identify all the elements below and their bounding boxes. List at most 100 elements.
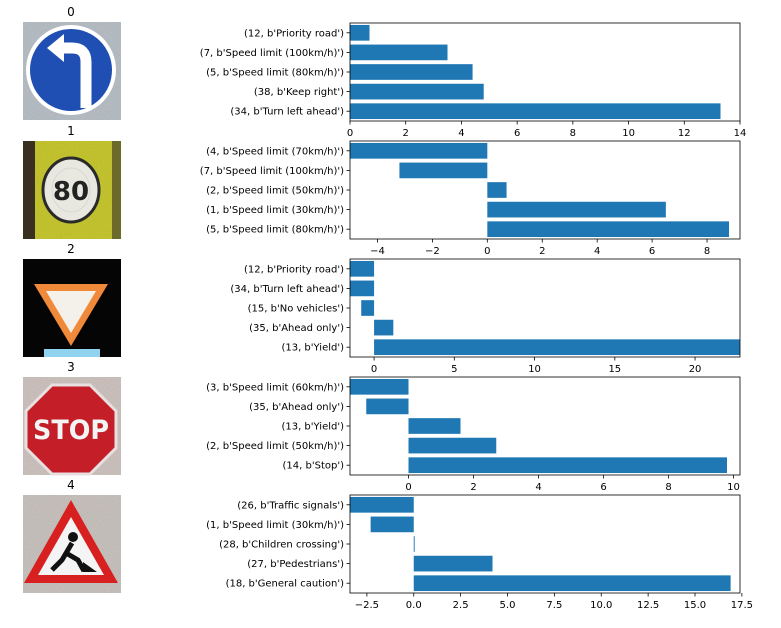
x-tick-label: 20 <box>689 364 702 375</box>
bar <box>374 339 740 356</box>
x-tick-label: 7.5 <box>546 600 562 611</box>
x-tick-label: 6 <box>514 128 520 139</box>
svg-text:STOP: STOP <box>33 415 109 446</box>
y-tick-label: (13, b'Yield') <box>281 422 344 433</box>
bar <box>366 398 409 415</box>
axes-frame <box>349 22 741 122</box>
x-tick-label: 10 <box>727 482 740 493</box>
x-tick-label: 10 <box>528 364 541 375</box>
x-tick-label: −4 <box>370 246 385 257</box>
y-tick-label: (1, b'Speed limit (30km/h)') <box>206 520 344 531</box>
y-tick-label: (14, b'Stop') <box>283 461 345 472</box>
image-title-4: 4 <box>67 478 75 492</box>
y-tick-label: (12, b'Priority road') <box>244 264 344 275</box>
y-tick-label: (27, b'Pedestrians') <box>247 559 344 570</box>
bar <box>370 516 414 533</box>
bar <box>350 280 375 297</box>
bar <box>350 103 721 120</box>
bar <box>487 201 666 218</box>
x-tick-label: 2.5 <box>453 600 469 611</box>
x-tick-label: 4 <box>535 482 541 493</box>
bar <box>399 162 488 179</box>
x-tick-label: 15 <box>608 364 621 375</box>
x-tick-label: 5 <box>451 364 457 375</box>
x-tick-label: 5.0 <box>500 600 516 611</box>
x-tick-label: 12.5 <box>637 600 659 611</box>
road-work-sign-picture <box>23 495 121 593</box>
bar <box>350 83 484 100</box>
bar <box>350 64 473 80</box>
x-tick-label: 0 <box>371 364 377 375</box>
y-tick-label: (15, b'No vehicles') <box>248 304 344 315</box>
bar <box>487 182 507 198</box>
axes-frame <box>349 140 741 240</box>
y-tick-label: (3, b'Speed limit (60km/h)') <box>206 382 344 393</box>
sign-image-3: 3 STOP <box>23 360 121 476</box>
sign-image-4: 4 <box>23 478 121 593</box>
axes-frame <box>349 376 741 476</box>
x-tick-label: 8 <box>665 482 671 493</box>
x-tick-label: 10 <box>622 128 635 139</box>
bar <box>413 555 493 572</box>
x-tick-label: −2.5 <box>355 600 379 611</box>
chart-4: (18, b'General caution') (27, b'Pedestria… <box>206 494 753 611</box>
y-tick-label: (13, b'Yield') <box>281 343 344 354</box>
bar <box>413 575 731 592</box>
bar <box>350 24 370 41</box>
bar <box>350 44 448 61</box>
x-tick-label: 0.0 <box>406 600 422 611</box>
x-tick-label: 0 <box>484 246 490 257</box>
x-tick-label: 17.5 <box>731 600 753 611</box>
svg-text:80: 80 <box>53 177 89 207</box>
y-tick-label: (38, b'Keep right') <box>254 87 344 98</box>
sign-image-1: 1 80 <box>23 124 121 239</box>
bar <box>374 319 394 336</box>
y-tick-label: (28, b'Children crossing') <box>219 540 344 551</box>
y-tick-label: (2, b'Speed limit (50km/h)') <box>206 186 344 197</box>
bar <box>408 437 497 454</box>
x-tick-label: 4 <box>594 246 600 257</box>
y-tick-label: (12, b'Priority road') <box>244 28 344 39</box>
x-tick-label: 14 <box>734 128 747 139</box>
x-tick-label: 10.0 <box>590 600 612 611</box>
x-tick-label: 4 <box>458 128 464 139</box>
sign-image-0: 0 <box>23 5 121 120</box>
stop-sign-picture: STOP <box>23 377 121 476</box>
y-tick-label: (7, b'Speed limit (100km/h)') <box>200 48 344 59</box>
image-title-0: 0 <box>67 5 75 19</box>
x-tick-label: 2 <box>539 246 545 257</box>
y-tick-label: (34, b'Turn left ahead') <box>230 107 344 118</box>
speed-limit-80-sign-picture: 80 <box>23 141 121 239</box>
y-tick-label: (2, b'Speed limit (50km/h)') <box>206 441 344 452</box>
bar <box>408 418 461 434</box>
x-tick-label: 0 <box>347 128 353 139</box>
image-title-1: 1 <box>67 124 75 138</box>
turn-left-sign-picture <box>23 22 121 120</box>
axes-frame <box>349 258 741 358</box>
bar <box>350 142 488 159</box>
x-tick-label: 2 <box>403 128 409 139</box>
y-tick-label: (1, b'Speed limit (30km/h)') <box>206 205 344 216</box>
y-tick-label: (35, b'Ahead only') <box>249 402 344 413</box>
y-tick-label: (34, b'Turn left ahead') <box>230 284 344 295</box>
y-tick-label: (4, b'Speed limit (70km/h)') <box>206 146 344 157</box>
x-tick-label: 6 <box>600 482 606 493</box>
chart-0: (34, b'Turn left ahead') (38, b'Keep righ… <box>200 22 747 139</box>
sign-image-2: 2 <box>23 242 121 357</box>
chart-2: (13, b'Yield') (35, b'Ahead only') (15, b'… <box>230 258 741 375</box>
bar <box>413 536 415 552</box>
y-tick-label: (5, b'Speed limit (80km/h)') <box>206 225 344 236</box>
yield-sign-picture <box>23 259 121 357</box>
y-tick-label: (7, b'Speed limit (100km/h)') <box>200 166 344 177</box>
bar <box>361 300 375 316</box>
bar <box>350 378 409 395</box>
bar <box>487 221 730 238</box>
y-tick-label: (26, b'Traffic signals') <box>237 500 344 511</box>
x-tick-label: 2 <box>470 482 476 493</box>
x-tick-label: 8 <box>570 128 576 139</box>
axes-frame <box>349 494 741 594</box>
image-title-3: 3 <box>67 360 75 374</box>
x-tick-label: 8 <box>704 246 710 257</box>
y-tick-label: (18, b'General caution') <box>226 579 345 590</box>
